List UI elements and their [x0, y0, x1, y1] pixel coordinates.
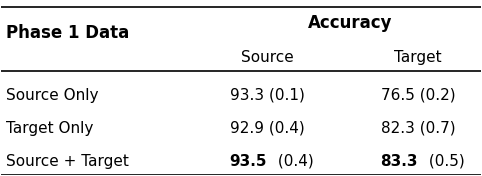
Text: 82.3 (0.7): 82.3 (0.7): [381, 121, 455, 136]
Text: (0.4): (0.4): [273, 154, 314, 169]
Text: 92.9 (0.4): 92.9 (0.4): [230, 121, 305, 136]
Text: (0.5): (0.5): [424, 154, 465, 169]
Text: Source + Target: Source + Target: [6, 154, 129, 169]
Text: Accuracy: Accuracy: [308, 14, 392, 32]
Text: Target: Target: [394, 50, 442, 65]
Text: 76.5 (0.2): 76.5 (0.2): [381, 88, 455, 103]
Text: Target Only: Target Only: [6, 121, 94, 136]
Text: 93.3 (0.1): 93.3 (0.1): [230, 88, 305, 103]
Text: Phase 1 Data: Phase 1 Data: [6, 24, 130, 42]
Text: Source: Source: [241, 50, 294, 65]
Text: Source Only: Source Only: [6, 88, 99, 103]
Text: 83.3: 83.3: [380, 154, 418, 169]
Text: 93.5: 93.5: [229, 154, 267, 169]
